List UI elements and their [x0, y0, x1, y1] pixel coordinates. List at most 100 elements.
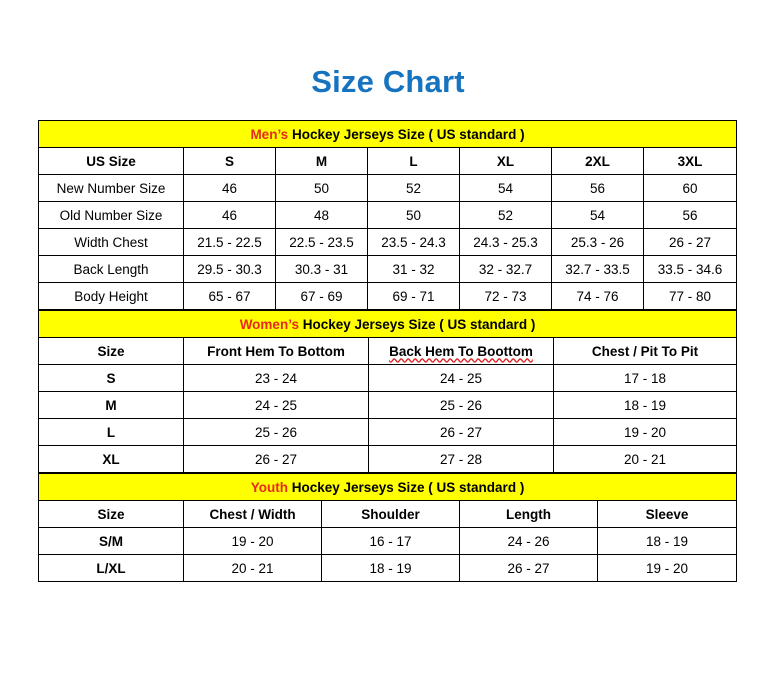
- table-cell: 19 - 20: [553, 418, 737, 446]
- column-header: Size: [38, 337, 184, 365]
- table-cell: 18 - 19: [553, 391, 737, 419]
- column-header: 2XL: [551, 147, 644, 175]
- column-header: Chest / Width: [183, 500, 322, 528]
- mens-section-banner: Men’s Hockey Jerseys Size ( US standard …: [38, 120, 737, 148]
- table-cell: 22.5 - 23.5: [275, 228, 368, 256]
- column-header: 3XL: [643, 147, 737, 175]
- table-cell: 52: [367, 174, 460, 202]
- banner-rest-text: Hockey Jerseys Size ( US standard ): [287, 479, 525, 495]
- table-cell: 23.5 - 24.3: [367, 228, 460, 256]
- column-header: Chest / Pit To Pit: [553, 337, 737, 365]
- table-cell: 18 - 19: [596, 527, 738, 555]
- table-row: Men’s Hockey Jerseys Size ( US standard …: [38, 120, 737, 148]
- row-label: M: [38, 391, 184, 419]
- table-cell: 56: [551, 174, 644, 202]
- womens-section-banner: Women’s Hockey Jerseys Size ( US standar…: [38, 310, 737, 338]
- table-cell: 25 - 26: [183, 418, 369, 446]
- row-label: S/M: [38, 527, 184, 555]
- table-cell: 72 - 73: [459, 282, 552, 310]
- banner-accent-text: Youth: [250, 479, 288, 495]
- table-cell: 20 - 21: [183, 554, 322, 582]
- table-row: S 23 - 24 24 - 25 17 - 18: [38, 364, 737, 392]
- misspelled-word: Back Hem To Boottom: [389, 343, 533, 359]
- table-cell: 24 - 25: [368, 364, 554, 392]
- table-cell: 24 - 26: [459, 527, 598, 555]
- table-cell: 26 - 27: [459, 554, 598, 582]
- row-label: Width Chest: [38, 228, 184, 256]
- womens-size-table: Women’s Hockey Jerseys Size ( US standar…: [38, 310, 737, 473]
- table-row: M 24 - 25 25 - 26 18 - 19: [38, 391, 737, 419]
- table-header-row: US Size S M L XL 2XL 3XL: [38, 147, 737, 175]
- table-cell: 50: [367, 201, 460, 229]
- table-row: Back Length 29.5 - 30.3 30.3 - 31 31 - 3…: [38, 255, 737, 283]
- table-cell: 26 - 27: [368, 418, 554, 446]
- table-cell: 30.3 - 31: [275, 255, 368, 283]
- table-cell: 65 - 67: [183, 282, 276, 310]
- table-cell: 74 - 76: [551, 282, 644, 310]
- table-cell: 52: [459, 201, 552, 229]
- table-cell: 48: [275, 201, 368, 229]
- row-label: Back Length: [38, 255, 184, 283]
- youth-size-table: Youth Hockey Jerseys Size ( US standard …: [37, 473, 738, 582]
- table-cell: 56: [643, 201, 737, 229]
- row-label: S: [38, 364, 184, 392]
- table-row: S/M 19 - 20 16 - 17 24 - 26 18 - 19: [38, 527, 738, 555]
- table-cell: 29.5 - 30.3: [183, 255, 276, 283]
- table-cell: 32 - 32.7: [459, 255, 552, 283]
- table-cell: 46: [183, 201, 276, 229]
- table-cell: 16 - 17: [321, 527, 460, 555]
- column-header-misspelled: Back Hem To Boottom: [368, 337, 554, 365]
- row-label: L: [38, 418, 184, 446]
- row-label: XL: [38, 445, 184, 473]
- table-row: XL 26 - 27 27 - 28 20 - 21: [38, 445, 737, 473]
- table-cell: 25 - 26: [368, 391, 554, 419]
- column-header: Shoulder: [321, 500, 460, 528]
- table-cell: 24 - 25: [183, 391, 369, 419]
- table-cell: 26 - 27: [643, 228, 737, 256]
- table-cell: 50: [275, 174, 368, 202]
- column-header: L: [367, 147, 460, 175]
- table-row: Women’s Hockey Jerseys Size ( US standar…: [38, 310, 737, 338]
- table-header-row: Size Chest / Width Shoulder Length Sleev…: [38, 500, 738, 528]
- table-row: L/XL 20 - 21 18 - 19 26 - 27 19 - 20: [38, 554, 738, 582]
- table-cell: 54: [459, 174, 552, 202]
- mens-size-table: Men’s Hockey Jerseys Size ( US standard …: [38, 120, 737, 310]
- table-cell: 32.7 - 33.5: [551, 255, 644, 283]
- table-cell: 19 - 20: [596, 554, 738, 582]
- table-row: Width Chest 21.5 - 22.5 22.5 - 23.5 23.5…: [38, 228, 737, 256]
- column-header: Front Hem To Bottom: [183, 337, 369, 365]
- table-cell: 21.5 - 22.5: [183, 228, 276, 256]
- column-header: M: [275, 147, 368, 175]
- table-cell: 19 - 20: [183, 527, 322, 555]
- table-cell: 67 - 69: [275, 282, 368, 310]
- column-header: US Size: [38, 147, 184, 175]
- table-cell: 20 - 21: [553, 445, 737, 473]
- table-cell: 27 - 28: [368, 445, 554, 473]
- table-row: Old Number Size 46 48 50 52 54 56: [38, 201, 737, 229]
- table-header-row: Size Front Hem To Bottom Back Hem To Boo…: [38, 337, 737, 365]
- banner-accent-text: Women’s: [239, 316, 299, 332]
- table-cell: 18 - 19: [321, 554, 460, 582]
- table-cell: 33.5 - 34.6: [643, 255, 737, 283]
- table-row: Body Height 65 - 67 67 - 69 69 - 71 72 -…: [38, 282, 737, 310]
- youth-section-banner: Youth Hockey Jerseys Size ( US standard …: [37, 473, 738, 501]
- column-header: XL: [459, 147, 552, 175]
- table-cell: 17 - 18: [553, 364, 737, 392]
- size-tables-container: Men’s Hockey Jerseys Size ( US standard …: [37, 120, 738, 582]
- column-header: Size: [38, 500, 184, 528]
- table-row: New Number Size 46 50 52 54 56 60: [38, 174, 737, 202]
- banner-rest-text: Hockey Jerseys Size ( US standard ): [298, 316, 536, 332]
- row-label: Old Number Size: [38, 201, 184, 229]
- column-header: Length: [459, 500, 598, 528]
- page-title: Size Chart: [311, 64, 465, 99]
- column-header: Sleeve: [596, 500, 738, 528]
- table-cell: 23 - 24: [183, 364, 369, 392]
- banner-rest-text: Hockey Jerseys Size ( US standard ): [288, 126, 525, 142]
- table-cell: 31 - 32: [367, 255, 460, 283]
- table-cell: 69 - 71: [367, 282, 460, 310]
- table-cell: 26 - 27: [183, 445, 369, 473]
- table-cell: 25.3 - 26: [551, 228, 644, 256]
- table-row: Youth Hockey Jerseys Size ( US standard …: [37, 473, 738, 501]
- table-cell: 24.3 - 25.3: [459, 228, 552, 256]
- row-label: L/XL: [38, 554, 184, 582]
